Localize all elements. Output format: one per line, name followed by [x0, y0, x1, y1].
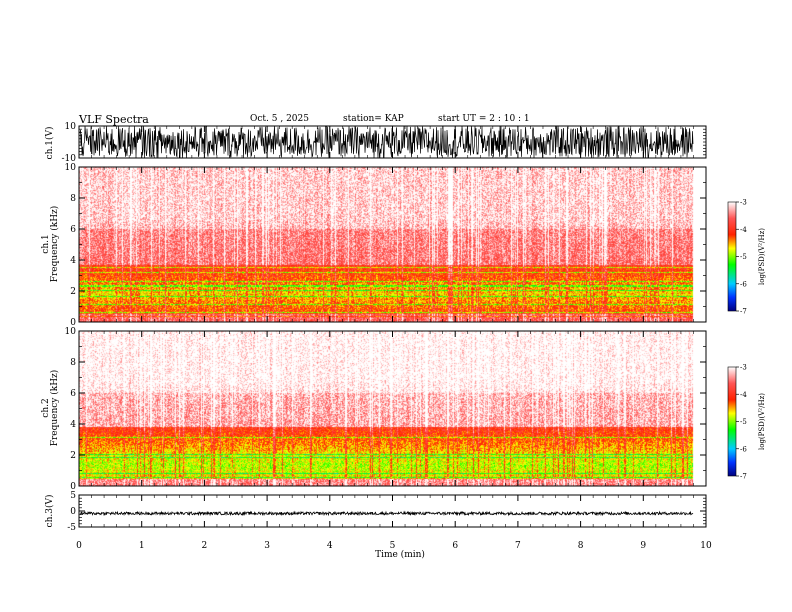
ch2-spectrogram-ytick-label: 4 — [70, 420, 76, 430]
ch3-waveform-trace — [79, 510, 694, 517]
ch3-waveform-ylabel: ch.3(V) — [44, 495, 55, 528]
ch2-spectrogram-ytick-label: 6 — [70, 389, 76, 399]
ch3-waveform-ytick-label: 0 — [70, 507, 76, 517]
x-tick-label: 9 — [640, 541, 646, 551]
ch1-spectrogram-ytick-label: 10 — [65, 163, 77, 173]
colorbar-tick-label: -5 — [740, 253, 747, 261]
ch1-spectrogram-ytick-label: 6 — [70, 225, 76, 235]
colorbar-2 — [727, 366, 737, 477]
start-time-label: start UT = 2 : 10 : 1 — [438, 114, 530, 124]
colorbar-tick-label: -5 — [740, 418, 747, 426]
x-axis-title: Time (min) — [375, 549, 425, 560]
ch1-spectrogram-ytick-label: 4 — [70, 256, 76, 266]
ch1-waveform-ytick-label: 10 — [65, 122, 77, 132]
x-tick-label: 10 — [700, 541, 712, 551]
x-tick-label: 0 — [76, 541, 82, 551]
colorbar-tick-label: -3 — [740, 199, 747, 207]
ch2-frequency-label: Frequency (kHz) — [49, 370, 60, 447]
colorbars: -3 -4 -5 -6 -7 log(PSD)(V²/Hz) -3 -4 -5 -6 -7 log(P… — [727, 199, 766, 481]
x-tick-label: 7 — [515, 541, 521, 551]
ch1-waveform-trace — [79, 125, 694, 159]
ch2-spectrogram — [79, 331, 706, 486]
ch1-frequency-label: Frequency (kHz) — [49, 206, 60, 283]
colorbar-tick-label: -4 — [740, 391, 747, 399]
ch3-waveform-ytick-label: -5 — [67, 523, 76, 533]
station-label: station= KAP — [343, 114, 404, 124]
ch1-spectrogram-ytick-label: 0 — [70, 318, 76, 328]
ch2-spectrogram-ytick-label: 8 — [70, 358, 76, 368]
x-tick-label: 5 — [390, 541, 396, 551]
ch2-spectrogram-ytick-label: 2 — [70, 451, 76, 461]
ch1-spectrogram-ytick-label: 8 — [70, 194, 76, 204]
colorbar-tick-label: -7 — [740, 473, 747, 481]
colorbar-label: log(PSD)(V²/Hz) — [758, 393, 766, 450]
colorbar-1 — [727, 201, 737, 312]
colorbar-tick-label: -7 — [740, 308, 747, 316]
ch1-channel-label: ch.1 — [41, 234, 51, 253]
colorbar-label: log(PSD)(V²/Hz) — [758, 228, 766, 285]
ch2-spectrogram-ytick-label: 0 — [70, 482, 76, 492]
x-tick-label: 3 — [264, 541, 270, 551]
x-tick-label: 6 — [452, 541, 458, 551]
ch1-waveform-ytick-label: -10 — [62, 154, 77, 164]
date-label: Oct. 5 , 2025 — [250, 114, 309, 124]
x-tick-label: 4 — [327, 541, 333, 551]
ch2-spectrogram-ytick-label: 10 — [65, 327, 77, 337]
colorbar-tick-label: -3 — [740, 364, 747, 372]
x-tick-label: 8 — [578, 541, 584, 551]
x-tick-label: 1 — [139, 541, 145, 551]
colorbar-tick-label: -6 — [740, 280, 747, 288]
chart-title: VLF Spectra — [79, 113, 149, 126]
colorbar-tick-label: -4 — [740, 226, 747, 234]
ch2-channel-label: ch.2 — [41, 398, 51, 417]
ch3-waveform-ytick-label: 5 — [70, 491, 76, 501]
colorbar-tick-label: -6 — [740, 445, 747, 453]
ch1-spectrogram — [79, 167, 706, 322]
x-tick-label: 2 — [202, 541, 208, 551]
ch1-waveform-ylabel: ch.1(V) — [44, 127, 55, 160]
ch1-spectrogram-ytick-label: 2 — [70, 287, 76, 297]
